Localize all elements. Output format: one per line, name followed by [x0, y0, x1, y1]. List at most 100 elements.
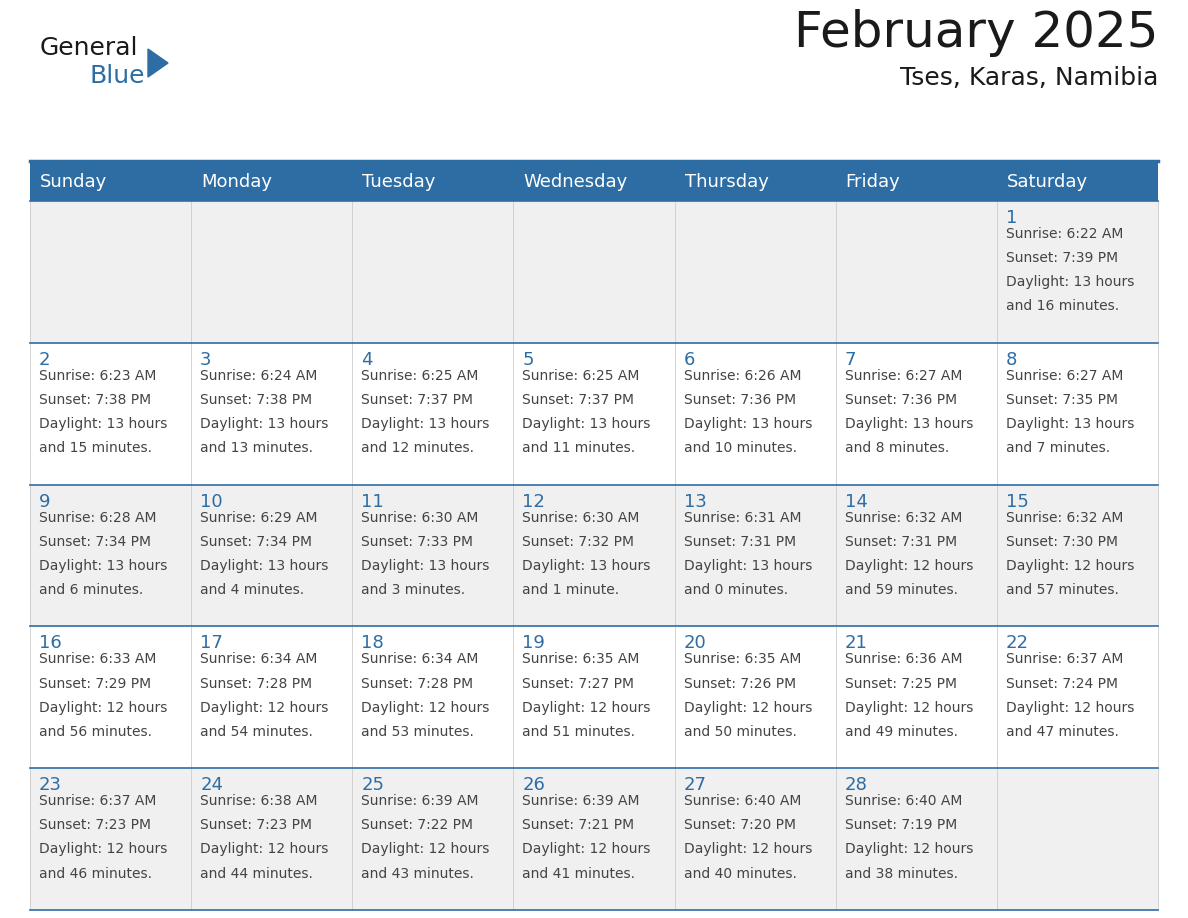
Text: 22: 22 [1006, 634, 1029, 653]
Text: Blue: Blue [90, 64, 145, 88]
Text: and 6 minutes.: and 6 minutes. [39, 583, 144, 597]
Text: February 2025: February 2025 [794, 9, 1158, 57]
Text: 8: 8 [1006, 351, 1017, 369]
Text: Sunset: 7:23 PM: Sunset: 7:23 PM [200, 818, 312, 833]
Text: Sunrise: 6:39 AM: Sunrise: 6:39 AM [361, 794, 479, 808]
Text: 9: 9 [39, 493, 51, 510]
Text: 25: 25 [361, 777, 384, 794]
Text: Daylight: 13 hours: Daylight: 13 hours [683, 417, 811, 431]
Bar [30, 342, 1158, 485]
Text: Sunrise: 6:37 AM: Sunrise: 6:37 AM [1006, 653, 1123, 666]
Text: Sunset: 7:21 PM: Sunset: 7:21 PM [523, 818, 634, 833]
Text: Daylight: 12 hours: Daylight: 12 hours [200, 843, 329, 856]
Text: Sunset: 7:19 PM: Sunset: 7:19 PM [845, 818, 958, 833]
Text: Daylight: 13 hours: Daylight: 13 hours [683, 559, 811, 573]
Text: and 16 minutes.: and 16 minutes. [1006, 299, 1119, 313]
Text: 5: 5 [523, 351, 533, 369]
Text: Daylight: 12 hours: Daylight: 12 hours [200, 700, 329, 714]
Text: 16: 16 [39, 634, 62, 653]
Text: Sunset: 7:29 PM: Sunset: 7:29 PM [39, 677, 151, 690]
Text: and 10 minutes.: and 10 minutes. [683, 442, 797, 455]
Text: Sunrise: 6:29 AM: Sunrise: 6:29 AM [200, 510, 317, 524]
Text: Sunrise: 6:40 AM: Sunrise: 6:40 AM [683, 794, 801, 808]
Text: Sunrise: 6:34 AM: Sunrise: 6:34 AM [200, 653, 317, 666]
Text: Sunrise: 6:31 AM: Sunrise: 6:31 AM [683, 510, 801, 524]
Text: and 51 minutes.: and 51 minutes. [523, 724, 636, 739]
Text: Sunset: 7:33 PM: Sunset: 7:33 PM [361, 534, 473, 549]
Text: Sunrise: 6:28 AM: Sunrise: 6:28 AM [39, 510, 157, 524]
Text: Sunrise: 6:38 AM: Sunrise: 6:38 AM [200, 794, 317, 808]
Bar [30, 163, 1158, 201]
Text: 23: 23 [39, 777, 62, 794]
Text: Sunset: 7:36 PM: Sunset: 7:36 PM [845, 393, 956, 407]
Text: Daylight: 12 hours: Daylight: 12 hours [1006, 700, 1135, 714]
Text: Sunset: 7:35 PM: Sunset: 7:35 PM [1006, 393, 1118, 407]
Text: Sunset: 7:37 PM: Sunset: 7:37 PM [523, 393, 634, 407]
Text: Sunset: 7:26 PM: Sunset: 7:26 PM [683, 677, 796, 690]
Text: Friday: Friday [846, 173, 901, 191]
Text: 19: 19 [523, 634, 545, 653]
Text: and 3 minutes.: and 3 minutes. [361, 583, 466, 597]
Text: Daylight: 12 hours: Daylight: 12 hours [361, 700, 489, 714]
Text: and 13 minutes.: and 13 minutes. [200, 442, 314, 455]
Text: General: General [40, 36, 139, 60]
Text: Sunrise: 6:34 AM: Sunrise: 6:34 AM [361, 653, 479, 666]
Text: and 12 minutes.: and 12 minutes. [361, 442, 474, 455]
Text: Daylight: 12 hours: Daylight: 12 hours [523, 700, 651, 714]
Text: and 50 minutes.: and 50 minutes. [683, 724, 796, 739]
Text: Daylight: 13 hours: Daylight: 13 hours [523, 559, 651, 573]
Text: Wednesday: Wednesday [524, 173, 627, 191]
Text: Daylight: 12 hours: Daylight: 12 hours [845, 700, 973, 714]
Text: Sunrise: 6:26 AM: Sunrise: 6:26 AM [683, 369, 801, 383]
Text: Sunset: 7:28 PM: Sunset: 7:28 PM [361, 677, 473, 690]
Text: Daylight: 12 hours: Daylight: 12 hours [845, 843, 973, 856]
Text: Sunday: Sunday [40, 173, 107, 191]
Text: Sunset: 7:36 PM: Sunset: 7:36 PM [683, 393, 796, 407]
Polygon shape [148, 49, 168, 77]
Text: Daylight: 12 hours: Daylight: 12 hours [845, 559, 973, 573]
Text: Sunset: 7:39 PM: Sunset: 7:39 PM [1006, 252, 1118, 265]
Text: and 8 minutes.: and 8 minutes. [845, 442, 949, 455]
Text: Sunrise: 6:32 AM: Sunrise: 6:32 AM [1006, 510, 1123, 524]
Text: 20: 20 [683, 634, 707, 653]
Bar [30, 485, 1158, 626]
Text: and 54 minutes.: and 54 minutes. [200, 724, 312, 739]
Text: Sunset: 7:22 PM: Sunset: 7:22 PM [361, 818, 473, 833]
Text: Daylight: 13 hours: Daylight: 13 hours [39, 417, 168, 431]
Text: 12: 12 [523, 493, 545, 510]
Text: Sunrise: 6:25 AM: Sunrise: 6:25 AM [523, 369, 640, 383]
Text: Daylight: 13 hours: Daylight: 13 hours [200, 417, 329, 431]
Text: Sunset: 7:24 PM: Sunset: 7:24 PM [1006, 677, 1118, 690]
Text: Sunrise: 6:30 AM: Sunrise: 6:30 AM [361, 510, 479, 524]
Bar [30, 768, 1158, 910]
Text: 18: 18 [361, 634, 384, 653]
Text: 2: 2 [39, 351, 51, 369]
Text: Sunset: 7:32 PM: Sunset: 7:32 PM [523, 534, 634, 549]
Text: Sunrise: 6:37 AM: Sunrise: 6:37 AM [39, 794, 157, 808]
Text: Sunset: 7:38 PM: Sunset: 7:38 PM [39, 393, 151, 407]
Text: 17: 17 [200, 634, 223, 653]
Text: Sunset: 7:25 PM: Sunset: 7:25 PM [845, 677, 956, 690]
Text: Sunrise: 6:22 AM: Sunrise: 6:22 AM [1006, 227, 1123, 241]
Text: Daylight: 13 hours: Daylight: 13 hours [1006, 417, 1135, 431]
Text: 27: 27 [683, 777, 707, 794]
Text: Tuesday: Tuesday [362, 173, 436, 191]
Text: Sunset: 7:20 PM: Sunset: 7:20 PM [683, 818, 796, 833]
Text: Sunset: 7:37 PM: Sunset: 7:37 PM [361, 393, 473, 407]
Text: Daylight: 13 hours: Daylight: 13 hours [845, 417, 973, 431]
Text: Daylight: 13 hours: Daylight: 13 hours [523, 417, 651, 431]
Text: 24: 24 [200, 777, 223, 794]
Text: Daylight: 12 hours: Daylight: 12 hours [361, 843, 489, 856]
Text: and 0 minutes.: and 0 minutes. [683, 583, 788, 597]
Text: and 43 minutes.: and 43 minutes. [361, 867, 474, 880]
Text: Sunset: 7:23 PM: Sunset: 7:23 PM [39, 818, 151, 833]
Text: 21: 21 [845, 634, 867, 653]
Text: and 15 minutes.: and 15 minutes. [39, 442, 152, 455]
Text: 4: 4 [361, 351, 373, 369]
Text: Sunrise: 6:40 AM: Sunrise: 6:40 AM [845, 794, 962, 808]
Text: 26: 26 [523, 777, 545, 794]
Text: 15: 15 [1006, 493, 1029, 510]
Text: Sunrise: 6:30 AM: Sunrise: 6:30 AM [523, 510, 640, 524]
Text: Daylight: 12 hours: Daylight: 12 hours [39, 700, 168, 714]
Text: and 44 minutes.: and 44 minutes. [200, 867, 312, 880]
